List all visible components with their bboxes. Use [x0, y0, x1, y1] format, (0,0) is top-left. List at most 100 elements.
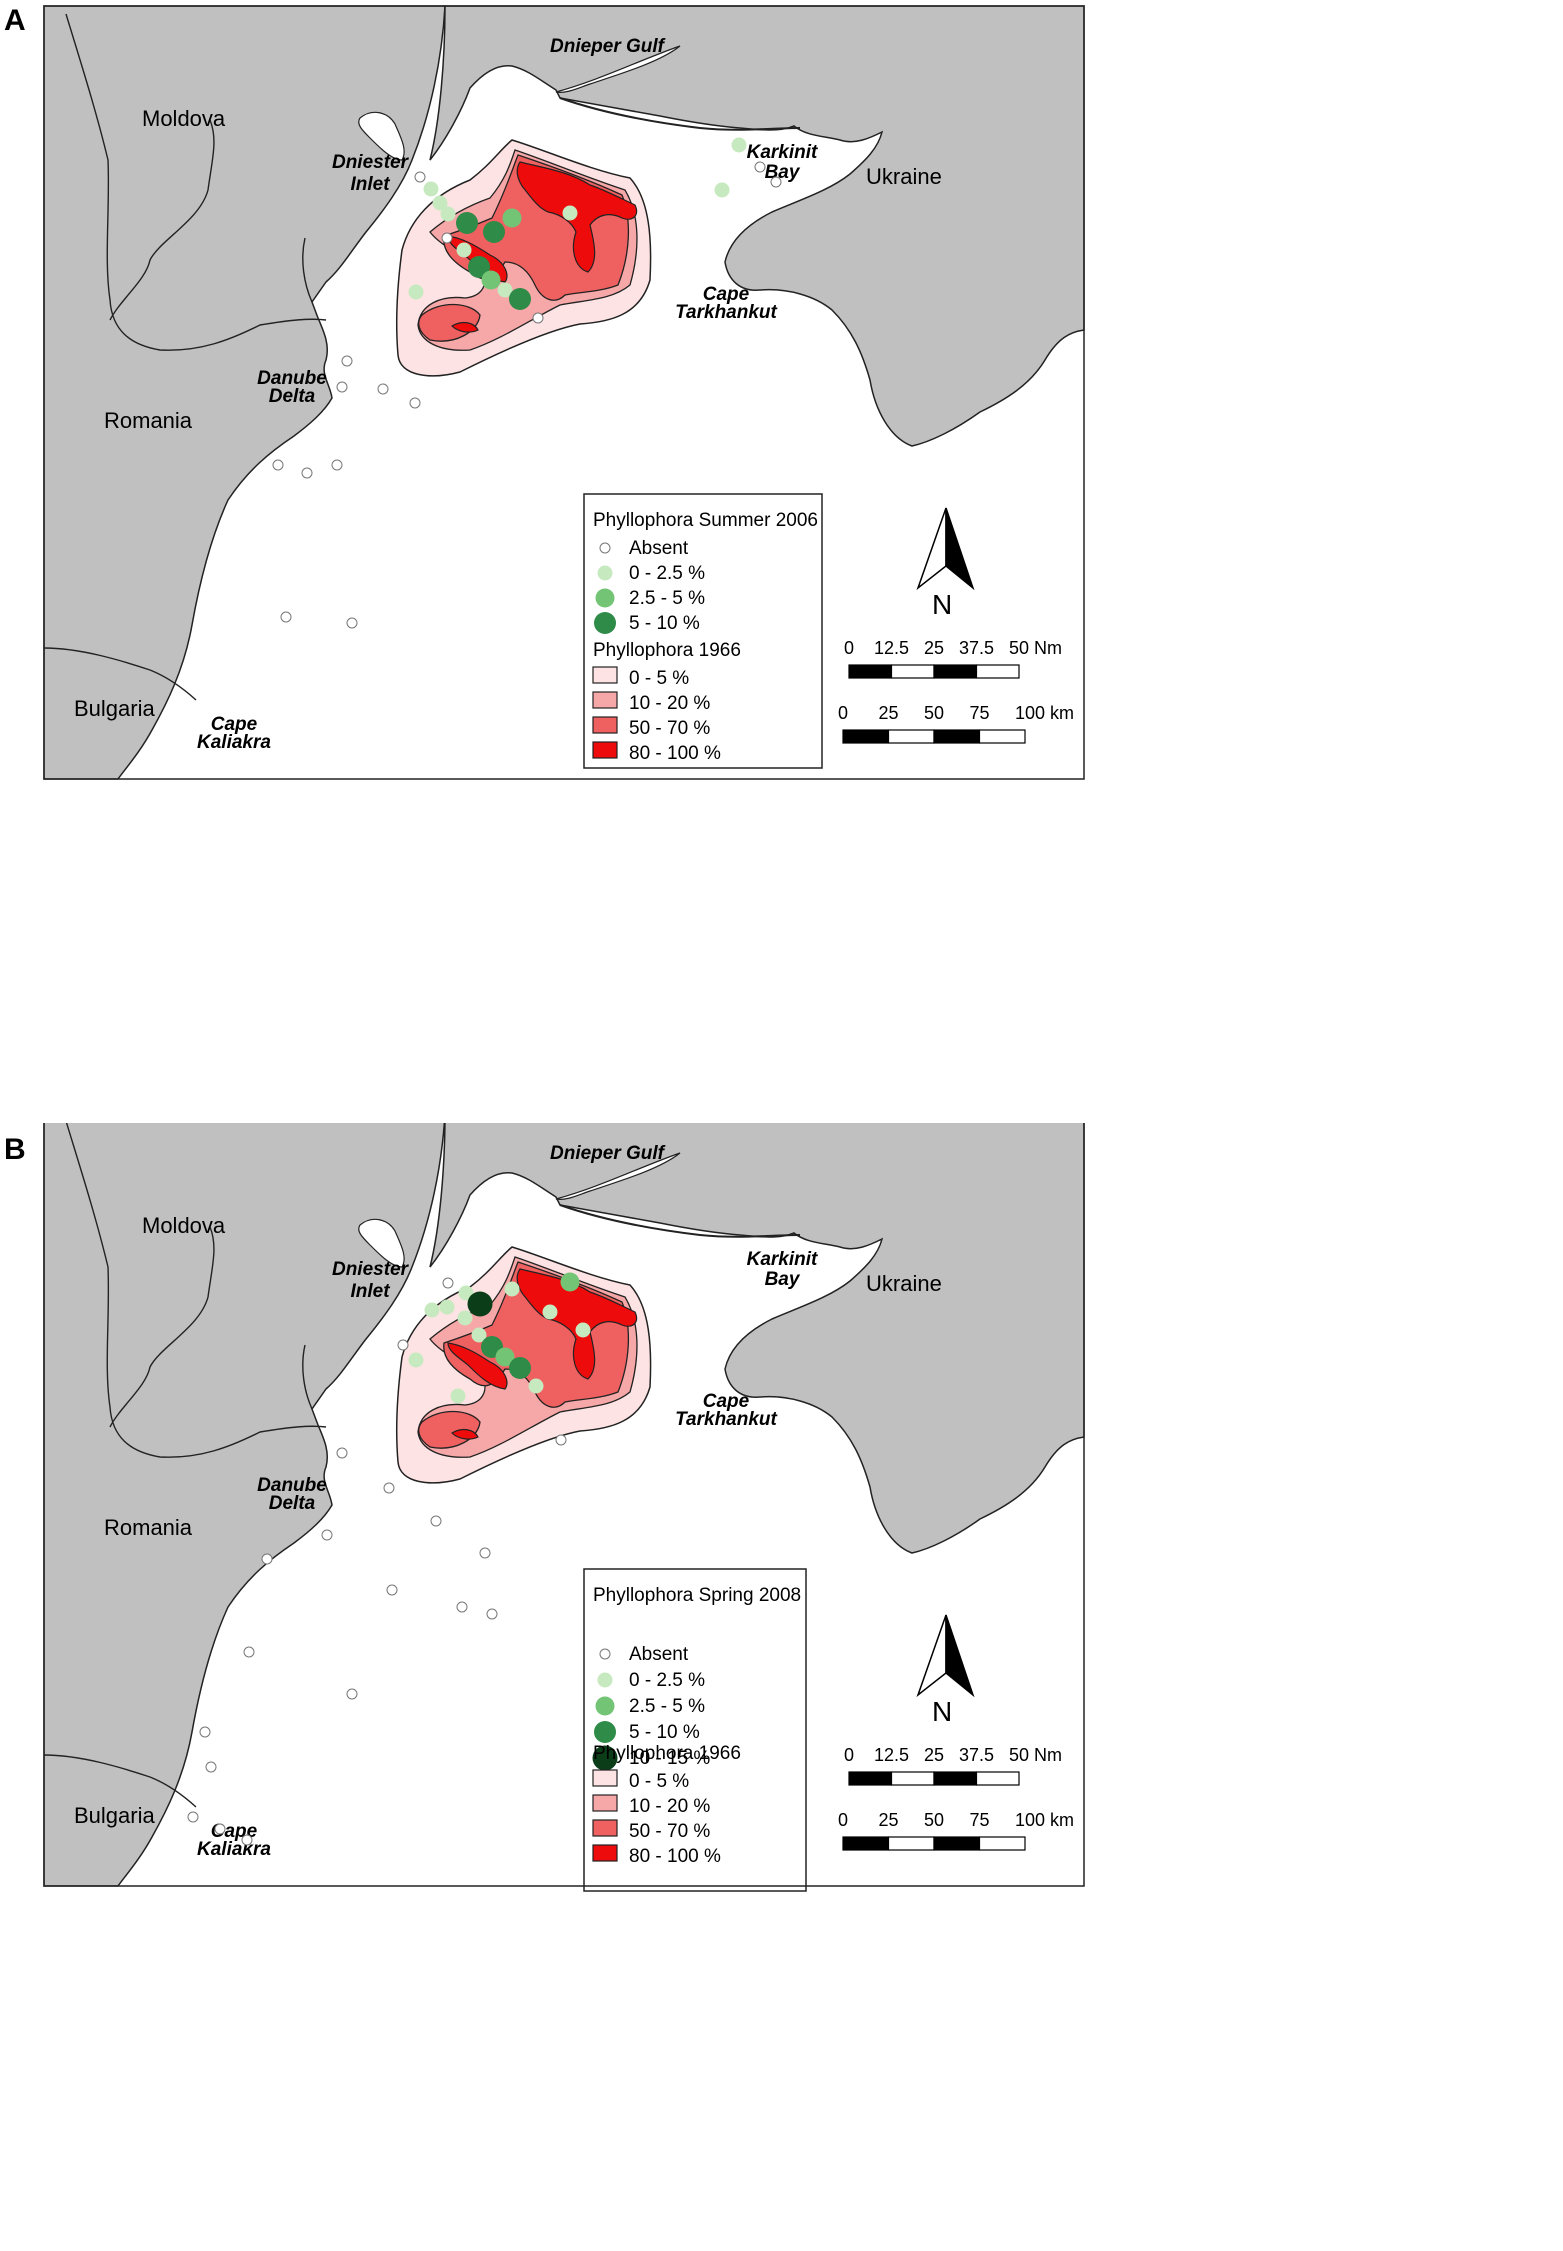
country-borders	[43, 1120, 327, 1808]
station-absent	[383, 1482, 395, 1494]
station-0-2-5	[458, 1285, 474, 1301]
legend-title: Phyllophora Spring 2008	[593, 1585, 801, 1606]
scale-bar-nm: 0 12.5 25 37.5 50 Nm	[844, 1745, 1062, 1786]
label-moldova: Moldova	[142, 106, 226, 131]
scale-label: 0	[844, 638, 854, 658]
scale-label: 0	[838, 703, 848, 723]
map-frame	[43, 5, 1085, 780]
country-borders	[43, 13, 327, 701]
legend-label: 0 - 5 %	[629, 1771, 689, 1792]
north-label: N	[932, 1696, 952, 1727]
station-absent	[441, 232, 453, 244]
label-ukraine: Ukraine	[866, 1271, 942, 1296]
legend-label: 80 - 100 %	[629, 743, 721, 764]
legend-label: 0 - 2.5 %	[629, 1670, 705, 1691]
scale-label: 100 km	[1015, 703, 1074, 723]
scale-segment	[848, 664, 893, 679]
station-absent	[336, 1447, 348, 1459]
scale-label: 50	[924, 703, 944, 723]
station-absent	[555, 1434, 567, 1446]
legend-swatch-50-70	[592, 716, 618, 734]
label-ukraine: Ukraine	[866, 164, 942, 189]
legend-title-1966: Phyllophora 1966	[593, 1743, 741, 1764]
scale-segment	[933, 664, 978, 679]
dniester-inlet-water	[358, 111, 405, 161]
station-absent	[397, 1339, 409, 1351]
north-arrow-icon: N	[916, 1614, 975, 1727]
station-absent	[346, 1688, 358, 1700]
scale-label: 0	[844, 1745, 854, 1765]
station-2-5-5	[495, 1347, 515, 1367]
station-absent	[409, 397, 421, 409]
legend-station-2-5-5	[595, 588, 615, 608]
legend-label: 5 - 10 %	[629, 1722, 700, 1743]
station-0-2-5	[408, 1352, 424, 1368]
scale-segment	[842, 1836, 890, 1851]
station-absent	[346, 617, 358, 629]
label-romania: Romania	[104, 408, 193, 433]
station-5-10	[456, 212, 478, 234]
legend-label: 10 - 15 %	[629, 1748, 710, 1769]
station-0-2-5	[432, 195, 448, 211]
dniester-inlet-water	[358, 1218, 405, 1268]
station-0-2-5	[731, 137, 747, 153]
scale-segment	[978, 729, 1026, 744]
station-0-2-5	[562, 205, 578, 221]
station-absent	[331, 459, 343, 471]
station-absent	[205, 1761, 217, 1773]
station-absent	[301, 467, 313, 479]
legend-swatch-80-100	[592, 741, 618, 759]
scale-label: 37.5	[959, 638, 994, 658]
station-absent	[199, 1726, 211, 1738]
phyllophora-1966-field	[396, 139, 652, 377]
label-dniester-inlet: Dniester Inlet	[332, 152, 410, 195]
legend-station-absent	[599, 1648, 611, 1660]
legend-label: 10 - 20 %	[629, 693, 710, 714]
legend-label: 80 - 100 %	[629, 1846, 721, 1867]
label-moldova: Moldova	[142, 1213, 226, 1238]
station-absent	[187, 1811, 199, 1823]
station-absent	[261, 1553, 273, 1565]
north-arrow-icon: N	[916, 507, 975, 620]
scale-label: 37.5	[959, 1745, 994, 1765]
legend-title: Phyllophora Summer 2006	[593, 510, 818, 531]
label-cape-tarkhankut: Cape Tarkhankut	[675, 284, 777, 323]
station-absent	[479, 1547, 491, 1559]
station-absent	[414, 171, 426, 183]
station-2-5-5	[481, 270, 501, 290]
station-2-5-5	[502, 208, 522, 228]
panel-letter: A	[4, 4, 26, 37]
scale-label: 100 km	[1015, 1810, 1074, 1830]
station-absent	[770, 176, 782, 188]
scale-label: 25	[878, 703, 898, 723]
legend-title-1966: Phyllophora 1966	[593, 640, 741, 661]
station-absent	[754, 161, 766, 173]
map-panel-b: B Moldova Romania Bulgaria Ukraine Dniep…	[0, 1112, 1563, 2246]
scale-segment	[887, 729, 935, 744]
station-5-10	[483, 221, 505, 243]
legend-box: Phyllophora Spring 2008 Absent 0 - 2.5 % 2…	[583, 1568, 807, 1892]
scale-segment	[975, 1771, 1020, 1786]
dnieper-gulf-water	[555, 1152, 681, 1200]
station-0-2-5	[575, 1322, 591, 1338]
scale-label: 25	[878, 1810, 898, 1830]
station-0-2-5	[439, 1299, 455, 1315]
legend-swatch-80-100	[592, 1844, 618, 1862]
scale-segment	[887, 1836, 935, 1851]
legend-station-5-10	[594, 1721, 616, 1743]
legend-label: 50 - 70 %	[629, 718, 710, 739]
station-absent	[386, 1584, 398, 1596]
tendra-spit	[559, 97, 801, 131]
tendra-spit	[559, 1204, 801, 1238]
station-absent	[442, 1277, 454, 1289]
station-absent	[272, 459, 284, 471]
station-absent	[377, 383, 389, 395]
scale-label: 25	[924, 1745, 944, 1765]
legend-station-10-15	[592, 1745, 618, 1771]
station-0-2-5	[424, 1302, 440, 1318]
land-west	[43, 1112, 446, 1887]
station-absent	[241, 1834, 253, 1846]
label-karkinit-bay: Karkinit Bay	[747, 1249, 818, 1290]
scale-label: 0	[838, 1810, 848, 1830]
